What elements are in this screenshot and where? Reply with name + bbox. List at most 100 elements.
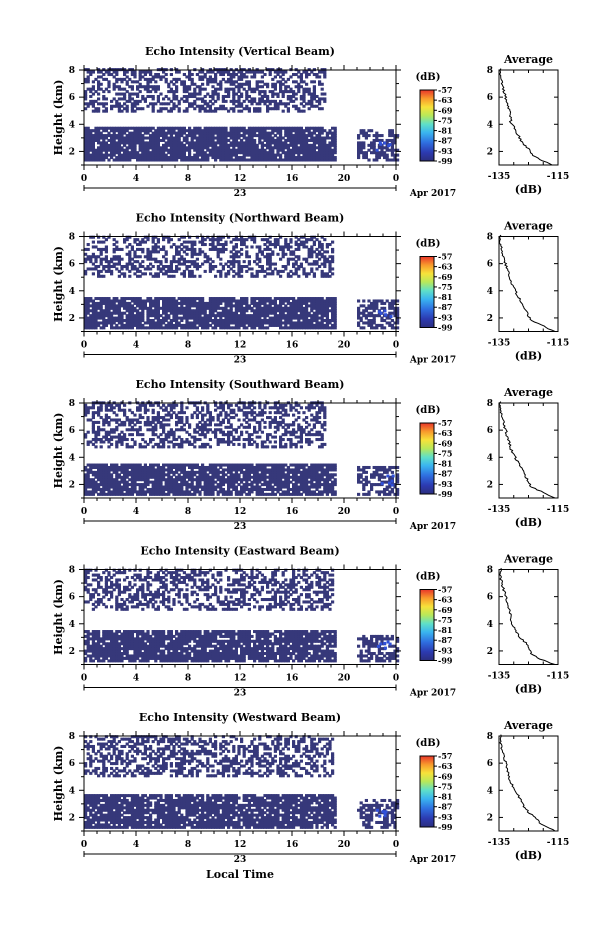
heatmap-cell bbox=[177, 262, 181, 266]
heatmap-cell bbox=[294, 267, 298, 271]
heatmap-cell bbox=[237, 126, 241, 130]
heatmap-cell bbox=[86, 267, 90, 271]
heatmap-cell bbox=[229, 309, 233, 313]
heatmap-cell bbox=[266, 136, 270, 140]
heatmap-cell bbox=[175, 252, 179, 256]
heatmap-cell bbox=[180, 97, 184, 101]
heatmap-cell bbox=[286, 301, 290, 305]
heatmap-cell bbox=[240, 299, 244, 303]
heatmap-cell bbox=[315, 138, 319, 142]
heatmap-cell bbox=[128, 262, 132, 266]
heatmap-cell bbox=[169, 428, 173, 432]
heatmap-cell bbox=[185, 156, 189, 160]
heatmap-cell bbox=[362, 153, 366, 157]
heatmap-cell bbox=[247, 141, 251, 145]
heatmap-cell bbox=[84, 156, 88, 160]
heatmap-cell bbox=[219, 403, 223, 407]
heatmap-cell bbox=[221, 267, 225, 271]
heatmap-cell bbox=[263, 411, 267, 415]
heatmap-cell bbox=[299, 77, 303, 81]
heatmap-cell bbox=[133, 240, 137, 244]
heatmap-cell bbox=[245, 411, 249, 415]
heatmap-cell bbox=[263, 255, 267, 259]
heatmap-cell bbox=[297, 153, 301, 157]
heatmap-cell bbox=[224, 146, 228, 150]
y-tick-label: 2 bbox=[69, 314, 75, 324]
heatmap-cell bbox=[112, 411, 116, 415]
heatmap-cell bbox=[141, 85, 145, 89]
heatmap-cell bbox=[221, 158, 225, 162]
heatmap-cell-strong bbox=[388, 143, 392, 147]
heatmap-cell bbox=[84, 129, 88, 133]
heatmap-cell bbox=[190, 316, 194, 320]
heatmap-cell bbox=[242, 87, 246, 91]
heatmap-cell bbox=[214, 146, 218, 150]
heatmap-cell bbox=[216, 321, 220, 325]
heatmap-cell bbox=[208, 413, 212, 417]
heatmap-cell bbox=[240, 141, 244, 145]
heatmap-cell bbox=[115, 158, 119, 162]
heatmap-cell bbox=[258, 250, 262, 254]
heatmap-cell bbox=[370, 304, 374, 308]
heatmap-cell bbox=[156, 97, 160, 101]
heatmap-cell bbox=[253, 323, 257, 327]
heatmap-cell bbox=[198, 445, 202, 449]
heatmap-cell bbox=[219, 262, 223, 266]
heatmap-cell bbox=[167, 235, 171, 239]
heatmap-cell bbox=[177, 306, 181, 310]
heatmap-cell bbox=[266, 321, 270, 325]
heatmap-cell bbox=[149, 262, 153, 266]
heatmap-cell bbox=[237, 99, 241, 103]
heatmap-cell bbox=[255, 314, 259, 318]
heatmap-cell bbox=[216, 87, 220, 91]
heatmap-cell bbox=[333, 131, 337, 135]
heatmap-cell bbox=[104, 321, 108, 325]
heatmap-cell bbox=[102, 274, 106, 278]
heatmap-cell bbox=[156, 240, 160, 244]
heatmap-cell bbox=[128, 301, 132, 305]
heatmap-cell bbox=[128, 309, 132, 313]
heatmap-cell bbox=[284, 445, 288, 449]
heatmap-cell bbox=[190, 94, 194, 99]
heatmap-cell bbox=[307, 442, 311, 446]
heatmap-cell bbox=[268, 247, 272, 251]
heatmap-cell bbox=[253, 143, 257, 147]
heatmap-cell bbox=[219, 238, 223, 242]
heatmap-cell bbox=[190, 323, 194, 327]
heatmap-cell bbox=[271, 92, 275, 96]
heatmap-cell bbox=[146, 442, 150, 446]
heatmap-cell bbox=[104, 255, 108, 259]
heatmap-cell bbox=[133, 238, 137, 242]
heatmap-cell bbox=[284, 321, 288, 325]
heatmap-cell bbox=[120, 321, 124, 325]
heatmap-cell bbox=[294, 235, 298, 239]
heatmap-cell bbox=[323, 319, 327, 323]
heatmap-cell bbox=[229, 440, 233, 444]
heatmap-cell bbox=[193, 440, 197, 444]
heatmap-cell bbox=[258, 245, 262, 249]
heatmap-cell bbox=[151, 274, 155, 278]
heatmap-cell bbox=[234, 319, 238, 323]
heatmap-cell bbox=[117, 314, 121, 318]
heatmap-cell bbox=[221, 440, 225, 444]
heatmap-cell bbox=[396, 326, 400, 330]
heatmap-cell bbox=[305, 311, 309, 315]
heatmap-cell bbox=[195, 430, 199, 434]
heatmap-cell bbox=[138, 323, 142, 327]
heatmap-cell bbox=[214, 245, 218, 249]
heatmap-cell bbox=[125, 99, 129, 103]
heatmap-cell bbox=[294, 316, 298, 320]
heatmap-cell bbox=[84, 131, 88, 135]
heatmap-cell bbox=[175, 138, 179, 142]
heatmap-cell bbox=[206, 314, 210, 318]
heatmap-cell bbox=[237, 102, 241, 106]
heatmap-cell bbox=[302, 297, 306, 301]
heatmap-cell bbox=[237, 301, 241, 305]
heatmap-cell bbox=[320, 131, 324, 135]
heatmap-cell bbox=[247, 321, 251, 325]
heatmap-cell bbox=[305, 416, 309, 420]
heatmap-cell bbox=[232, 158, 236, 162]
heatmap-cell bbox=[146, 408, 150, 412]
heatmap-cell bbox=[159, 423, 163, 427]
colorbar-tick-label: -99 bbox=[438, 156, 453, 166]
